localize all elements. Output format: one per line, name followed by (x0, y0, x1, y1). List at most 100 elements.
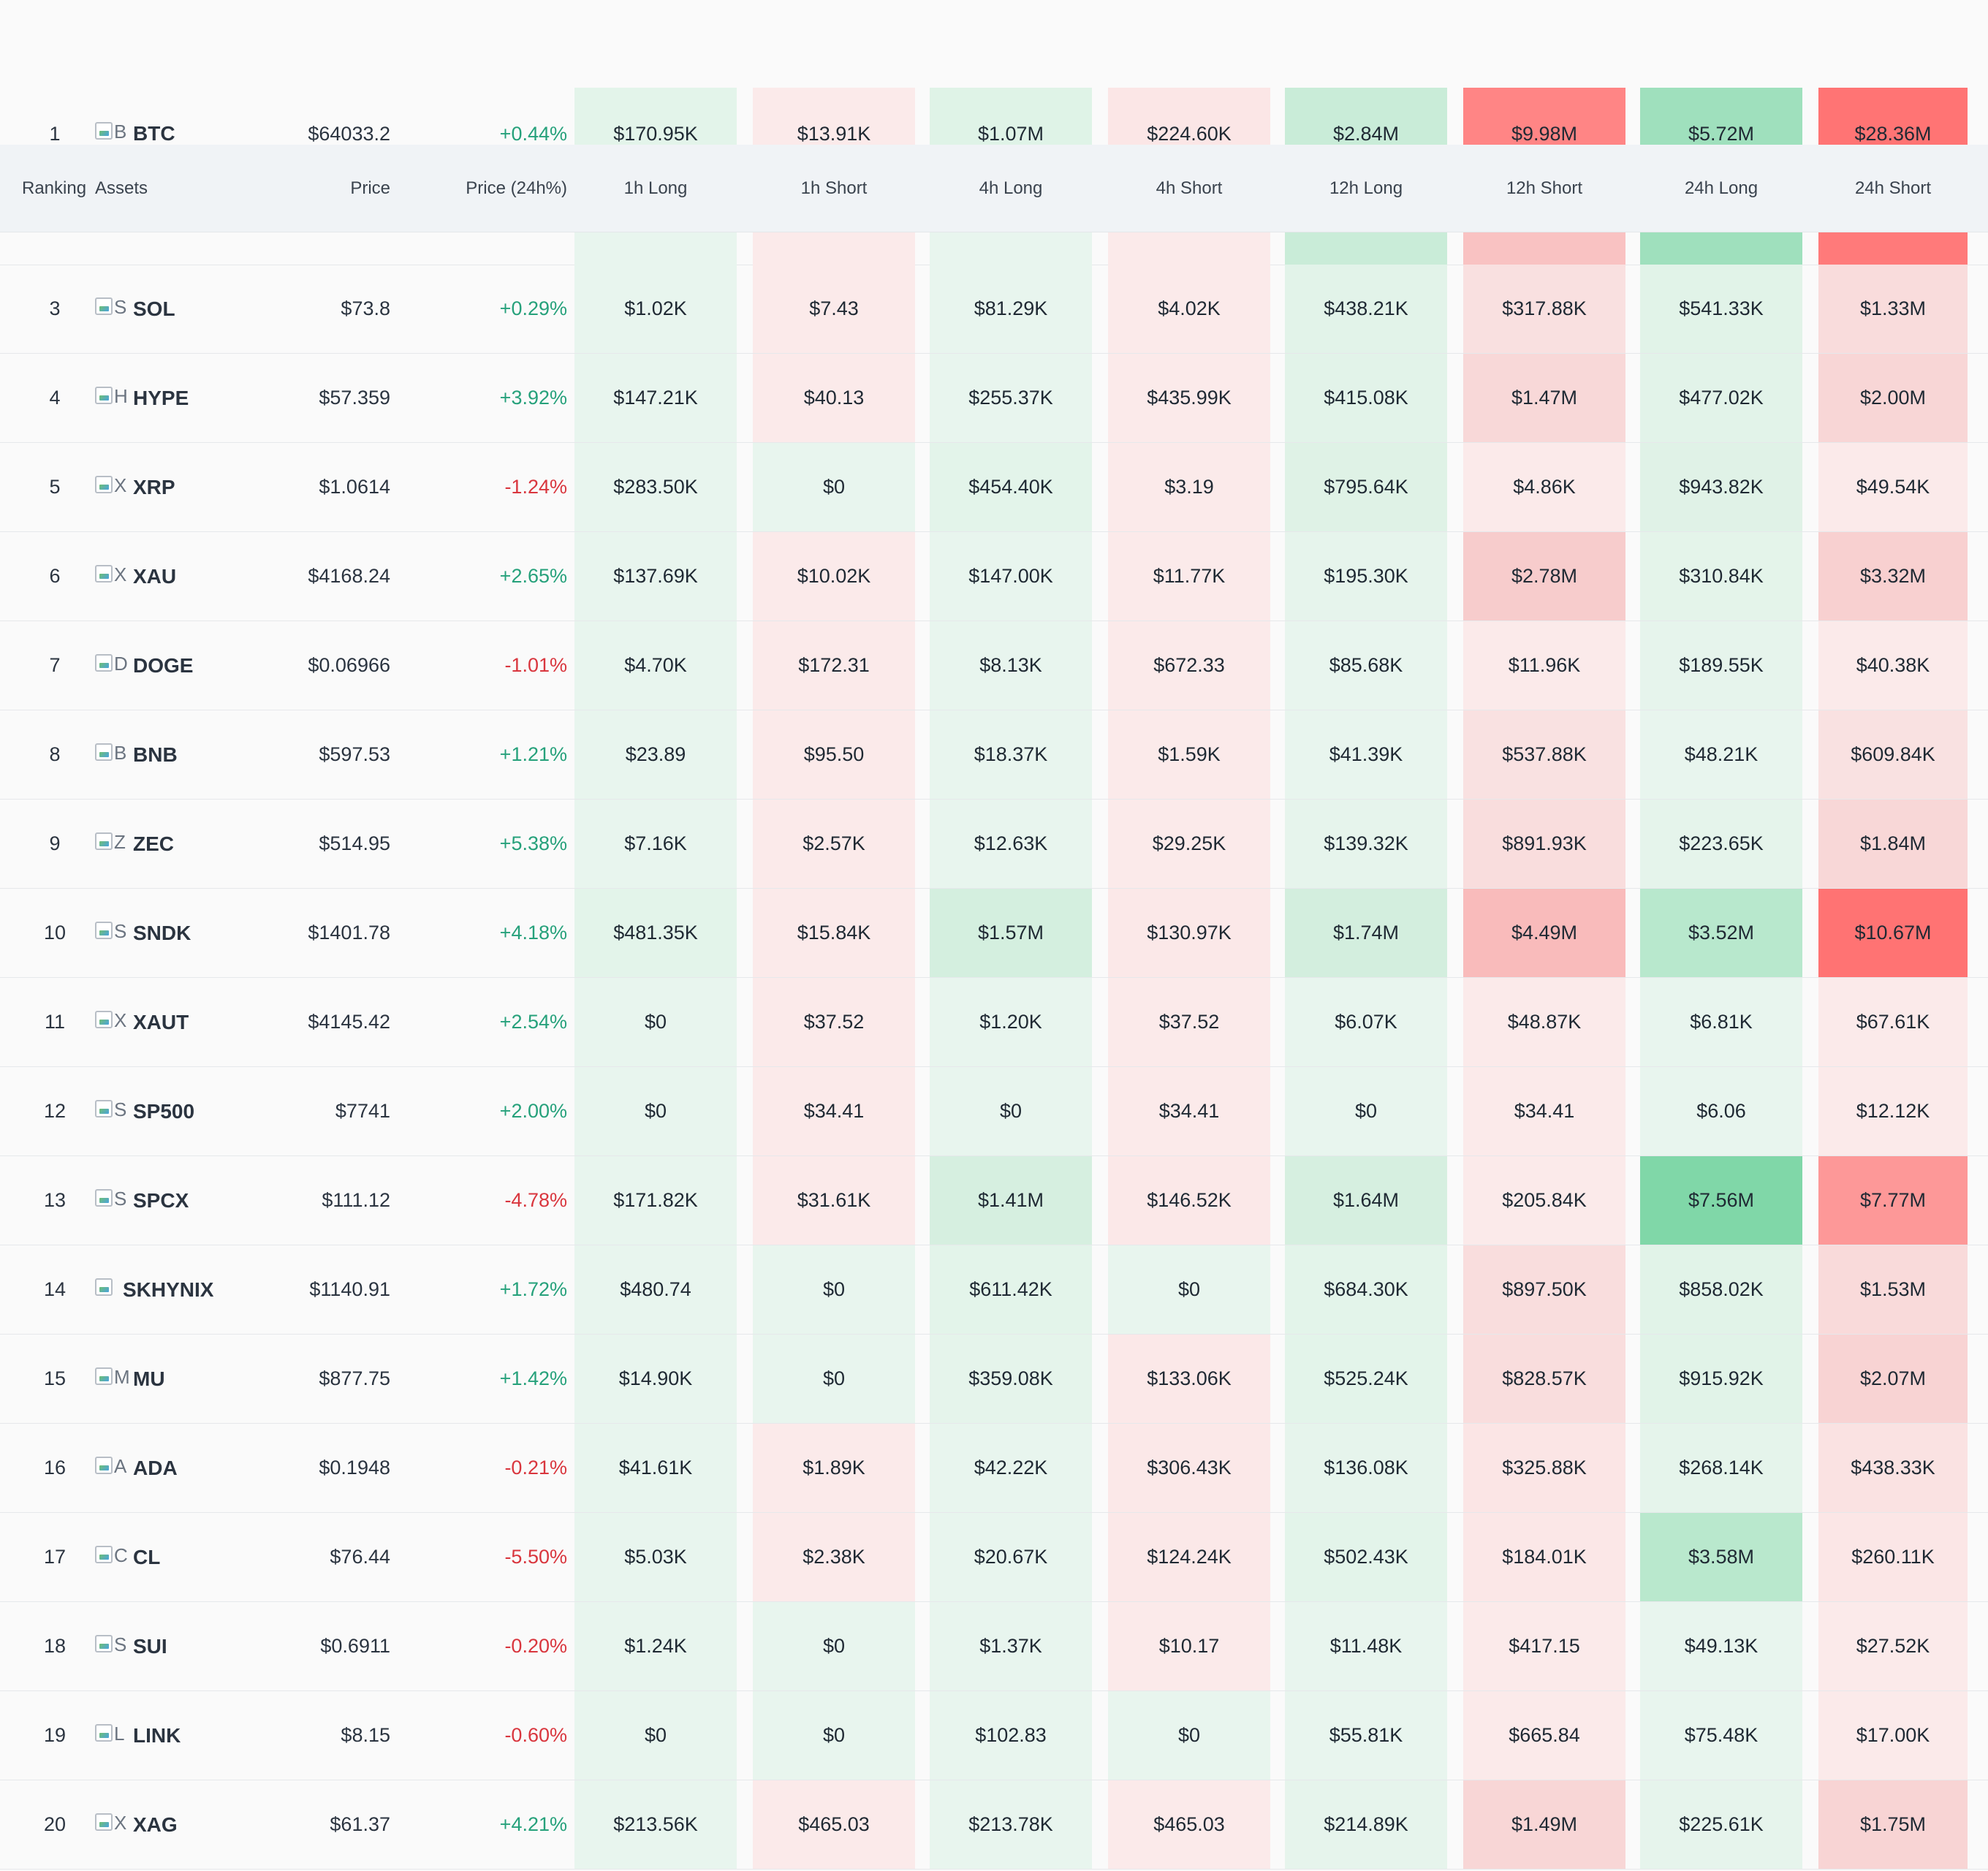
asset-cell[interactable]: D DOGE (95, 621, 193, 710)
broken-image-icon: X (95, 1009, 132, 1034)
header-price[interactable]: Price (350, 178, 390, 198)
table-row[interactable]: 3 S SOL $73.8 +0.29% $1.02K $7.43 $81.29K $4.02K… (0, 265, 1988, 354)
header-ranking[interactable]: Ranking (22, 178, 87, 198)
strip-1h-short (753, 232, 915, 265)
cell-4h-short: $0 (1108, 1691, 1270, 1780)
price-cell: $76.44 (330, 1546, 390, 1568)
icon-alt-letter: B (114, 121, 127, 143)
cell-24h-short: $260.11K (1818, 1513, 1968, 1601)
table-row[interactable]: 14 SKHYNIX $1140.91 +1.72% $480.74 $0 $611.42K… (0, 1245, 1988, 1335)
change-cell: +1.42% (499, 1367, 567, 1389)
header-assets[interactable]: Assets (95, 178, 148, 198)
cell-1h-long: $1.02K (574, 265, 737, 353)
broken-image-icon: X (95, 474, 132, 499)
change-cell: -1.01% (504, 654, 567, 676)
header-change[interactable]: Price (24h%) (466, 178, 567, 198)
asset-symbol: SUI (133, 1634, 167, 1658)
change-cell: -4.78% (504, 1189, 567, 1211)
header-1h-short[interactable]: 1h Short (800, 178, 868, 198)
strip-4h-long (930, 232, 1092, 265)
table-row[interactable]: 15 M MU $877.75 +1.42% $14.90K $0 $359.08K $133.… (0, 1335, 1988, 1424)
cell-24h-long: $7.56M (1640, 1156, 1802, 1245)
asset-cell[interactable]: S SUI (95, 1602, 167, 1690)
broken-image-icon: S (95, 1188, 132, 1212)
cell-1h-short: $465.03 (753, 1780, 915, 1869)
cell-24h-short: $49.54K (1818, 443, 1968, 531)
table-row[interactable]: 11 X XAUT $4145.42 +2.54% $0 $37.52 $1.20K $37.5… (0, 978, 1988, 1067)
cell-1h-short: $2.57K (753, 800, 915, 888)
header-1h-long[interactable]: 1h Long (623, 178, 688, 198)
asset-cell[interactable]: Z ZEC (95, 800, 174, 888)
price-cell: $0.06966 (308, 654, 390, 676)
asset-cell[interactable]: S SOL (95, 265, 175, 353)
header-12h-short[interactable]: 12h Short (1506, 178, 1583, 198)
cell-4h-long: $1.07M (930, 88, 1092, 145)
cell-4h-long: $213.78K (930, 1780, 1092, 1869)
table-row[interactable]: 12 S SP500 $7741 +2.00% $0 $34.41 $0 $34.41 $0 $34… (0, 1067, 1988, 1156)
cell-24h-short: $7.77M (1818, 1156, 1968, 1245)
image-placeholder-icon (95, 1099, 113, 1117)
cell-4h-short: $29.25K (1108, 800, 1270, 888)
cell-1h-long: $5.03K (574, 1513, 737, 1601)
cell-4h-short: $0 (1108, 1245, 1270, 1334)
table-row[interactable]: 1 B BTC $64033.2 +0.44% $170.95K $13.91K $1.07M… (0, 88, 1988, 145)
asset-cell[interactable]: L LINK (95, 1691, 181, 1780)
cell-1h-long: $170.95K (574, 88, 737, 145)
asset-cell[interactable]: X XAU (95, 532, 176, 620)
asset-cell[interactable]: S SPCX (95, 1156, 189, 1245)
table-row[interactable]: 6 X XAU $4168.24 +2.65% $137.69K $10.02K $147.0… (0, 532, 1988, 621)
cell-12h-short: $205.84K (1463, 1156, 1625, 1245)
asset-cell[interactable]: X XAG (95, 1780, 178, 1869)
table-row[interactable]: 9 Z ZEC $514.95 +5.38% $7.16K $2.57K $12.63K $29… (0, 800, 1988, 889)
table-row[interactable]: 7 D DOGE $0.06966 -1.01% $4.70K $172.31 $8.13K $… (0, 621, 1988, 710)
cell-4h-short: $3.19 (1108, 443, 1270, 531)
table-row[interactable]: 10 S SNDK $1401.78 +4.18% $481.35K $15.84K $1.5… (0, 889, 1988, 978)
cell-24h-short: $1.53M (1818, 1245, 1968, 1334)
table-row[interactable]: 16 A ADA $0.1948 -0.21% $41.61K $1.89K $42.22K $… (0, 1424, 1988, 1513)
asset-cell[interactable]: A ADA (95, 1424, 178, 1512)
table-row[interactable]: 8 B BNB $597.53 +1.21% $23.89 $95.50 $18.37K $1.… (0, 710, 1988, 800)
asset-cell[interactable]: X XRP (95, 443, 175, 531)
header-4h-short[interactable]: 4h Short (1156, 178, 1223, 198)
price-cell: $1401.78 (308, 922, 390, 944)
asset-symbol: BNB (133, 743, 178, 766)
cell-24h-long: $268.14K (1640, 1424, 1802, 1512)
table-row[interactable]: 5 X XRP $1.0614 -1.24% $283.50K $0 $454.40K $3.1… (0, 443, 1988, 532)
asset-symbol: ADA (133, 1456, 178, 1479)
change-cell: -5.50% (504, 1546, 567, 1568)
asset-symbol: BTC (133, 122, 175, 145)
asset-cell[interactable]: M MU (95, 1335, 165, 1423)
asset-cell[interactable]: S SNDK (95, 889, 191, 977)
asset-cell[interactable]: C CL (95, 1513, 160, 1601)
cell-4h-long: $102.83 (930, 1691, 1092, 1780)
change-cell: +2.65% (499, 565, 567, 587)
header-12h-long[interactable]: 12h Long (1329, 178, 1403, 198)
table-row[interactable]: 4 H HYPE $57.359 +3.92% $147.21K $40.13 $255.37… (0, 354, 1988, 443)
asset-cell[interactable]: S SP500 (95, 1067, 194, 1155)
cell-24h-short: $40.38K (1818, 621, 1968, 710)
table-row[interactable]: 18 S SUI $0.6911 -0.20% $1.24K $0 $1.37K $10.17 $… (0, 1602, 1988, 1691)
asset-cell[interactable]: H HYPE (95, 354, 189, 442)
cell-24h-short: $2.07M (1818, 1335, 1968, 1423)
cell-12h-short: $325.88K (1463, 1424, 1625, 1512)
icon-alt-letter: X (114, 563, 127, 585)
cell-4h-long: $1.37K (930, 1602, 1092, 1690)
table-row[interactable]: 17 C CL $76.44 -5.50% $5.03K $2.38K $20.67K $124… (0, 1513, 1988, 1602)
asset-cell[interactable]: SKHYNIX (95, 1245, 213, 1334)
table-row[interactable]: 13 S SPCX $111.12 -4.78% $171.82K $31.61K $1.41… (0, 1156, 1988, 1245)
table-row[interactable]: 19 L LINK $8.15 -0.60% $0 $0 $102.83 $0 $55.81K $6… (0, 1691, 1988, 1780)
table-row[interactable]: 20 X XAG $61.37 +4.21% $213.56K $465.03 $213.78… (0, 1780, 1988, 1870)
cell-12h-long: $795.64K (1285, 443, 1447, 531)
cell-4h-short: $435.99K (1108, 354, 1270, 442)
asset-cell[interactable]: B BTC (95, 88, 175, 145)
price-cell: $4145.42 (308, 1011, 390, 1033)
change-cell: +1.21% (499, 743, 567, 765)
cell-12h-long: $684.30K (1285, 1245, 1447, 1334)
header-24h-short[interactable]: 24h Short (1854, 178, 1932, 198)
asset-cell[interactable]: X XAUT (95, 978, 189, 1066)
icon-alt-letter: B (114, 741, 127, 764)
asset-cell[interactable]: B BNB (95, 710, 178, 799)
header-4h-long[interactable]: 4h Long (979, 178, 1043, 198)
cell-4h-long: $81.29K (930, 265, 1092, 353)
header-24h-long[interactable]: 24h Long (1684, 178, 1759, 198)
